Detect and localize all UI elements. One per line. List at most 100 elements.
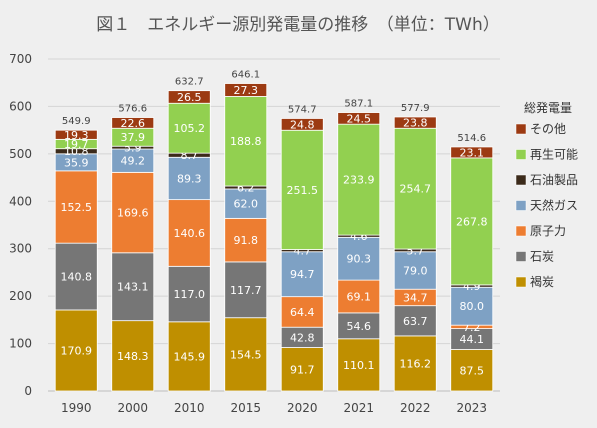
data-label: 145.9 [174,350,206,363]
data-label: 110.1 [343,359,375,372]
data-label: 80.0 [460,300,485,313]
bar-segment [224,188,268,219]
data-label: 24.5 [347,112,372,125]
data-label: 54.6 [347,320,372,333]
legend-item: 褐炭 [515,274,554,289]
legend-item: 再生可能 [515,148,578,162]
legend-label: 石炭 [530,250,554,264]
bar-segment [54,129,98,140]
bar-segment [450,349,494,392]
data-label: 170.9 [61,344,93,357]
data-label: 34.7 [403,291,428,304]
bar-segment [224,261,268,319]
bar-segment [224,317,268,392]
data-label: 23.1 [460,146,485,159]
bar-segment [393,116,437,129]
legend-swatch [515,200,527,211]
y-tick-label: 400 [9,194,32,208]
data-label: 152.5 [61,201,93,214]
bar-segment [224,83,268,97]
x-tick-label: 2015 [230,401,261,415]
data-label: 117.7 [230,284,262,297]
legend-label: 褐炭 [530,274,554,289]
bar-segment [167,90,211,104]
bar-segment [337,312,381,340]
data-label: 35.9 [64,156,89,169]
data-label: 22.6 [121,117,146,130]
data-label: 19.3 [64,129,89,142]
data-label: 62.0 [234,198,259,211]
y-tick-label: 200 [9,289,32,303]
data-label: 94.7 [290,268,315,281]
bar-segment [393,335,437,392]
data-label: 37.9 [121,131,146,144]
data-label: 90.3 [347,253,372,266]
data-label: 69.1 [347,290,372,303]
legend-title: 総発電量 [524,101,572,115]
data-label: 117.0 [174,288,206,301]
x-tick-label: 2020 [287,401,318,415]
bar-segment [54,309,98,392]
y-tick-label: 600 [9,99,32,113]
bar-segment [450,157,494,286]
total-label: 587.1 [344,99,373,110]
x-tick-label: 2010 [174,401,205,415]
y-tick-label: 500 [9,147,32,161]
bar-segment [337,236,381,281]
total-label: 577.9 [401,103,430,114]
total-label: 576.6 [118,104,147,115]
data-label: 42.8 [290,331,315,344]
data-label: 233.9 [343,174,375,187]
bar-segment [167,265,211,323]
chart-title: 図１ エネルギー源別発電量の推移 （単位：TWh） [96,15,499,35]
data-label: 49.2 [121,155,146,168]
bar-segment [167,156,211,201]
bar-segment [337,112,381,125]
data-label: 251.5 [287,184,319,197]
data-label: 63.7 [403,315,428,328]
data-label: 105.2 [174,122,206,135]
legend-swatch [515,174,527,186]
data-label: 27.3 [234,84,259,97]
bars: 170.9140.8152.535.910.819.719.3549.9148.… [54,70,494,392]
legend-swatch [515,276,527,288]
data-label: 267.8 [456,215,488,228]
legend-label: その他 [530,122,566,136]
data-label: 140.8 [61,271,93,284]
x-axis: 1990 2000 2010 2015 2020 2021 2022 2023 [61,401,487,415]
legend-label: 石油製品 [530,173,578,187]
data-label: 89.3 [177,172,202,185]
bar-segment [393,251,437,290]
legend-label: 再生可能 [530,148,578,162]
bar-segment [280,347,324,392]
data-label: 154.5 [230,348,262,361]
data-label: 116.2 [400,357,432,370]
y-axis: 0 100 200 300 400 500 600 700 [9,52,32,398]
bar-segment [280,118,324,131]
legend-item: 天然ガス [515,198,578,213]
data-label: 24.8 [290,118,315,131]
legend-label: 天然ガス [530,198,578,213]
data-label: 64.4 [290,306,315,319]
legend-label: 原子力 [530,224,566,238]
data-label: 87.5 [460,364,485,377]
total-label: 646.1 [231,70,260,81]
data-label: 44.1 [460,333,485,346]
bar-segment [337,123,381,236]
legend-swatch [515,123,527,135]
y-tick-label: 100 [9,337,32,351]
data-label: 91.8 [234,234,259,247]
y-tick-label: 300 [9,242,32,256]
data-label: 19.7 [64,138,89,151]
data-label: 148.3 [117,350,149,363]
bar-segment [450,286,494,326]
